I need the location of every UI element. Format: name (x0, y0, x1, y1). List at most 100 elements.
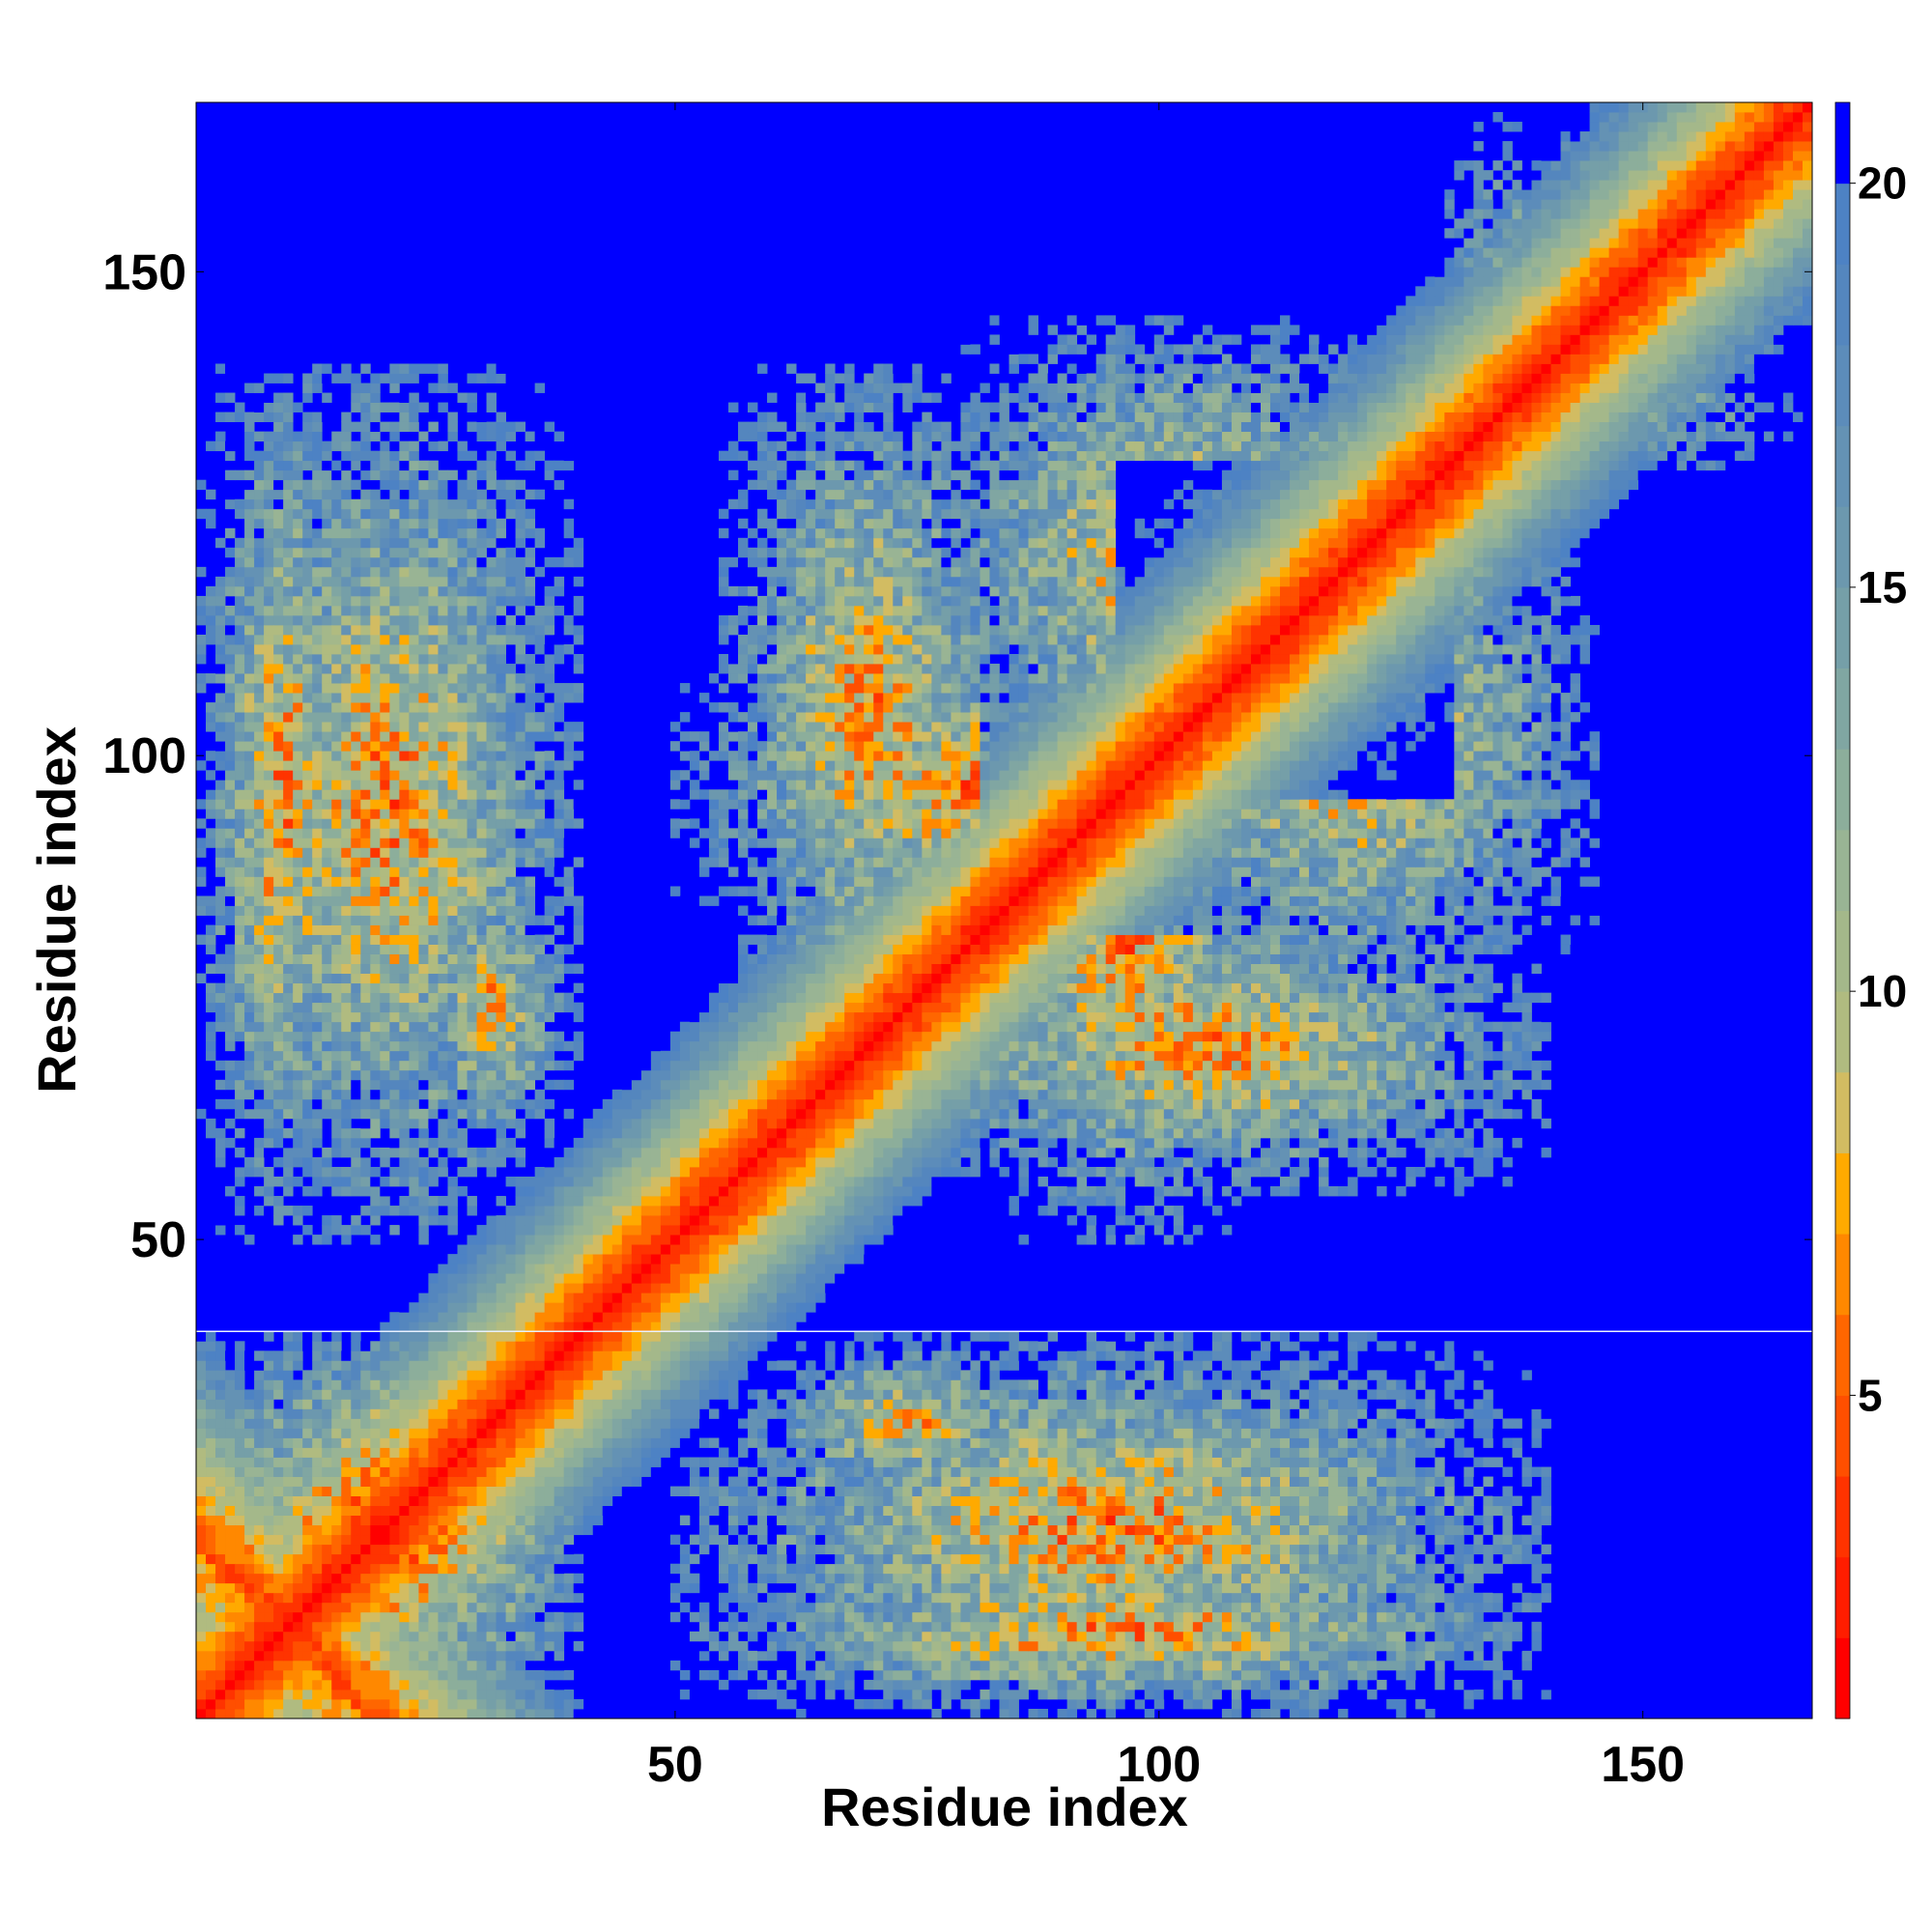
heatmap-cell (273, 944, 284, 954)
heatmap-cell (1396, 1544, 1406, 1555)
heatmap-cell (322, 412, 332, 422)
heatmap-cell (409, 1447, 419, 1458)
heatmap-cell (370, 392, 381, 403)
heatmap-cell (264, 1108, 274, 1120)
heatmap-cell (380, 479, 390, 491)
heatmap-cell (254, 1389, 265, 1400)
heatmap-cell (293, 683, 303, 694)
heatmap-cell (409, 1196, 419, 1207)
heatmap-cell (1269, 1515, 1281, 1526)
heatmap-cell (457, 1698, 468, 1710)
heatmap-cell (1290, 1505, 1300, 1517)
heatmap-cell (235, 1196, 245, 1207)
heatmap-cell (418, 847, 429, 858)
heatmap-cell (380, 1360, 390, 1371)
heatmap-cell (1240, 1669, 1252, 1681)
heatmap-cell (215, 1098, 226, 1110)
heatmap-cell (380, 460, 390, 471)
heatmap-cell (418, 1312, 429, 1322)
heatmap-cell (496, 1640, 506, 1652)
heatmap-cell (254, 644, 265, 655)
heatmap-cell (1377, 1534, 1387, 1546)
heatmap-cell (1057, 1573, 1068, 1584)
heatmap-cell (235, 934, 245, 945)
heatmap-cell (351, 973, 361, 984)
heatmap-cell (341, 1708, 352, 1719)
heatmap-cell (951, 1640, 961, 1652)
heatmap-cell (302, 876, 313, 887)
heatmap-cell (380, 1206, 390, 1216)
heatmap-cell (331, 1118, 342, 1129)
heatmap-cell (1115, 1650, 1126, 1662)
heatmap-cell (273, 1050, 284, 1062)
heatmap-cell (534, 1669, 546, 1681)
heatmap-cell (331, 1457, 342, 1467)
heatmap-cell (1512, 1621, 1522, 1633)
heatmap-cell (312, 1457, 323, 1467)
heatmap-cell (331, 1534, 342, 1546)
heatmap-cell (1386, 1515, 1397, 1526)
heatmap-cell (941, 1524, 952, 1536)
heatmap-cell (515, 1582, 526, 1594)
heatmap-cell (931, 1611, 942, 1623)
heatmap-cell (1357, 1621, 1368, 1633)
heatmap-cell (225, 1611, 236, 1623)
heatmap-cell (1086, 1573, 1097, 1584)
heatmap-cell (1444, 1631, 1455, 1642)
heatmap-cell (215, 1350, 226, 1361)
heatmap-cell (322, 1524, 332, 1536)
heatmap-cell (389, 1669, 400, 1681)
heatmap-cell (1454, 1621, 1464, 1633)
heatmap-cell (1047, 1553, 1058, 1565)
heatmap-cell (235, 1689, 245, 1700)
heatmap-cell (264, 644, 274, 655)
heatmap-cell (235, 1002, 245, 1013)
heatmap-cell (1211, 1563, 1223, 1575)
heatmap-cell (544, 1505, 555, 1517)
heatmap-cell (1531, 1582, 1542, 1594)
heatmap-cell (573, 1679, 584, 1690)
heatmap-cell (409, 1166, 419, 1178)
heatmap-cell (1192, 1679, 1204, 1690)
heatmap-cell (1134, 1698, 1146, 1710)
heatmap-cell (486, 1708, 497, 1719)
heatmap-cell (912, 1679, 923, 1690)
heatmap-cell (273, 537, 284, 549)
heatmap-cell (264, 1186, 274, 1197)
heatmap-cell (428, 1631, 439, 1642)
heatmap-cell (389, 537, 400, 549)
heatmap-cell (293, 1476, 303, 1487)
heatmap-cell (970, 1640, 980, 1652)
heatmap-cell (322, 1079, 332, 1091)
heatmap-cell (748, 1611, 758, 1623)
heatmap-cell (293, 895, 303, 906)
heatmap-cell (206, 1486, 216, 1496)
heatmap-cell (322, 1350, 332, 1361)
heatmap-cell (844, 1689, 855, 1700)
heatmap-cell (370, 1196, 381, 1207)
heatmap-cell (1086, 1631, 1097, 1642)
heatmap-cell (293, 1631, 303, 1642)
heatmap-cell (496, 1534, 506, 1546)
heatmap-cell (399, 934, 410, 945)
heatmap-cell (273, 1495, 284, 1507)
heatmap-cell (1047, 1505, 1058, 1517)
heatmap-cell (322, 895, 332, 906)
heatmap-cell (331, 1505, 342, 1517)
heatmap-cell (1269, 1524, 1281, 1536)
heatmap-cell (341, 1418, 352, 1429)
heatmap-cell (1057, 1679, 1068, 1690)
heatmap-cell (912, 1592, 923, 1604)
heatmap-cell (370, 789, 381, 800)
heatmap-cell (835, 1486, 845, 1496)
heatmap-cell (331, 1011, 342, 1023)
heatmap-cell (1028, 1602, 1038, 1613)
heatmap-cell (283, 702, 294, 713)
heatmap-cell (748, 1524, 758, 1536)
heatmap-cell (1309, 1631, 1320, 1642)
heatmap-cell (331, 1698, 342, 1710)
heatmap-cell (825, 1544, 836, 1555)
heatmap-cell (1047, 1640, 1058, 1652)
heatmap-cell (1028, 1660, 1038, 1671)
heatmap-cell (302, 1069, 313, 1081)
